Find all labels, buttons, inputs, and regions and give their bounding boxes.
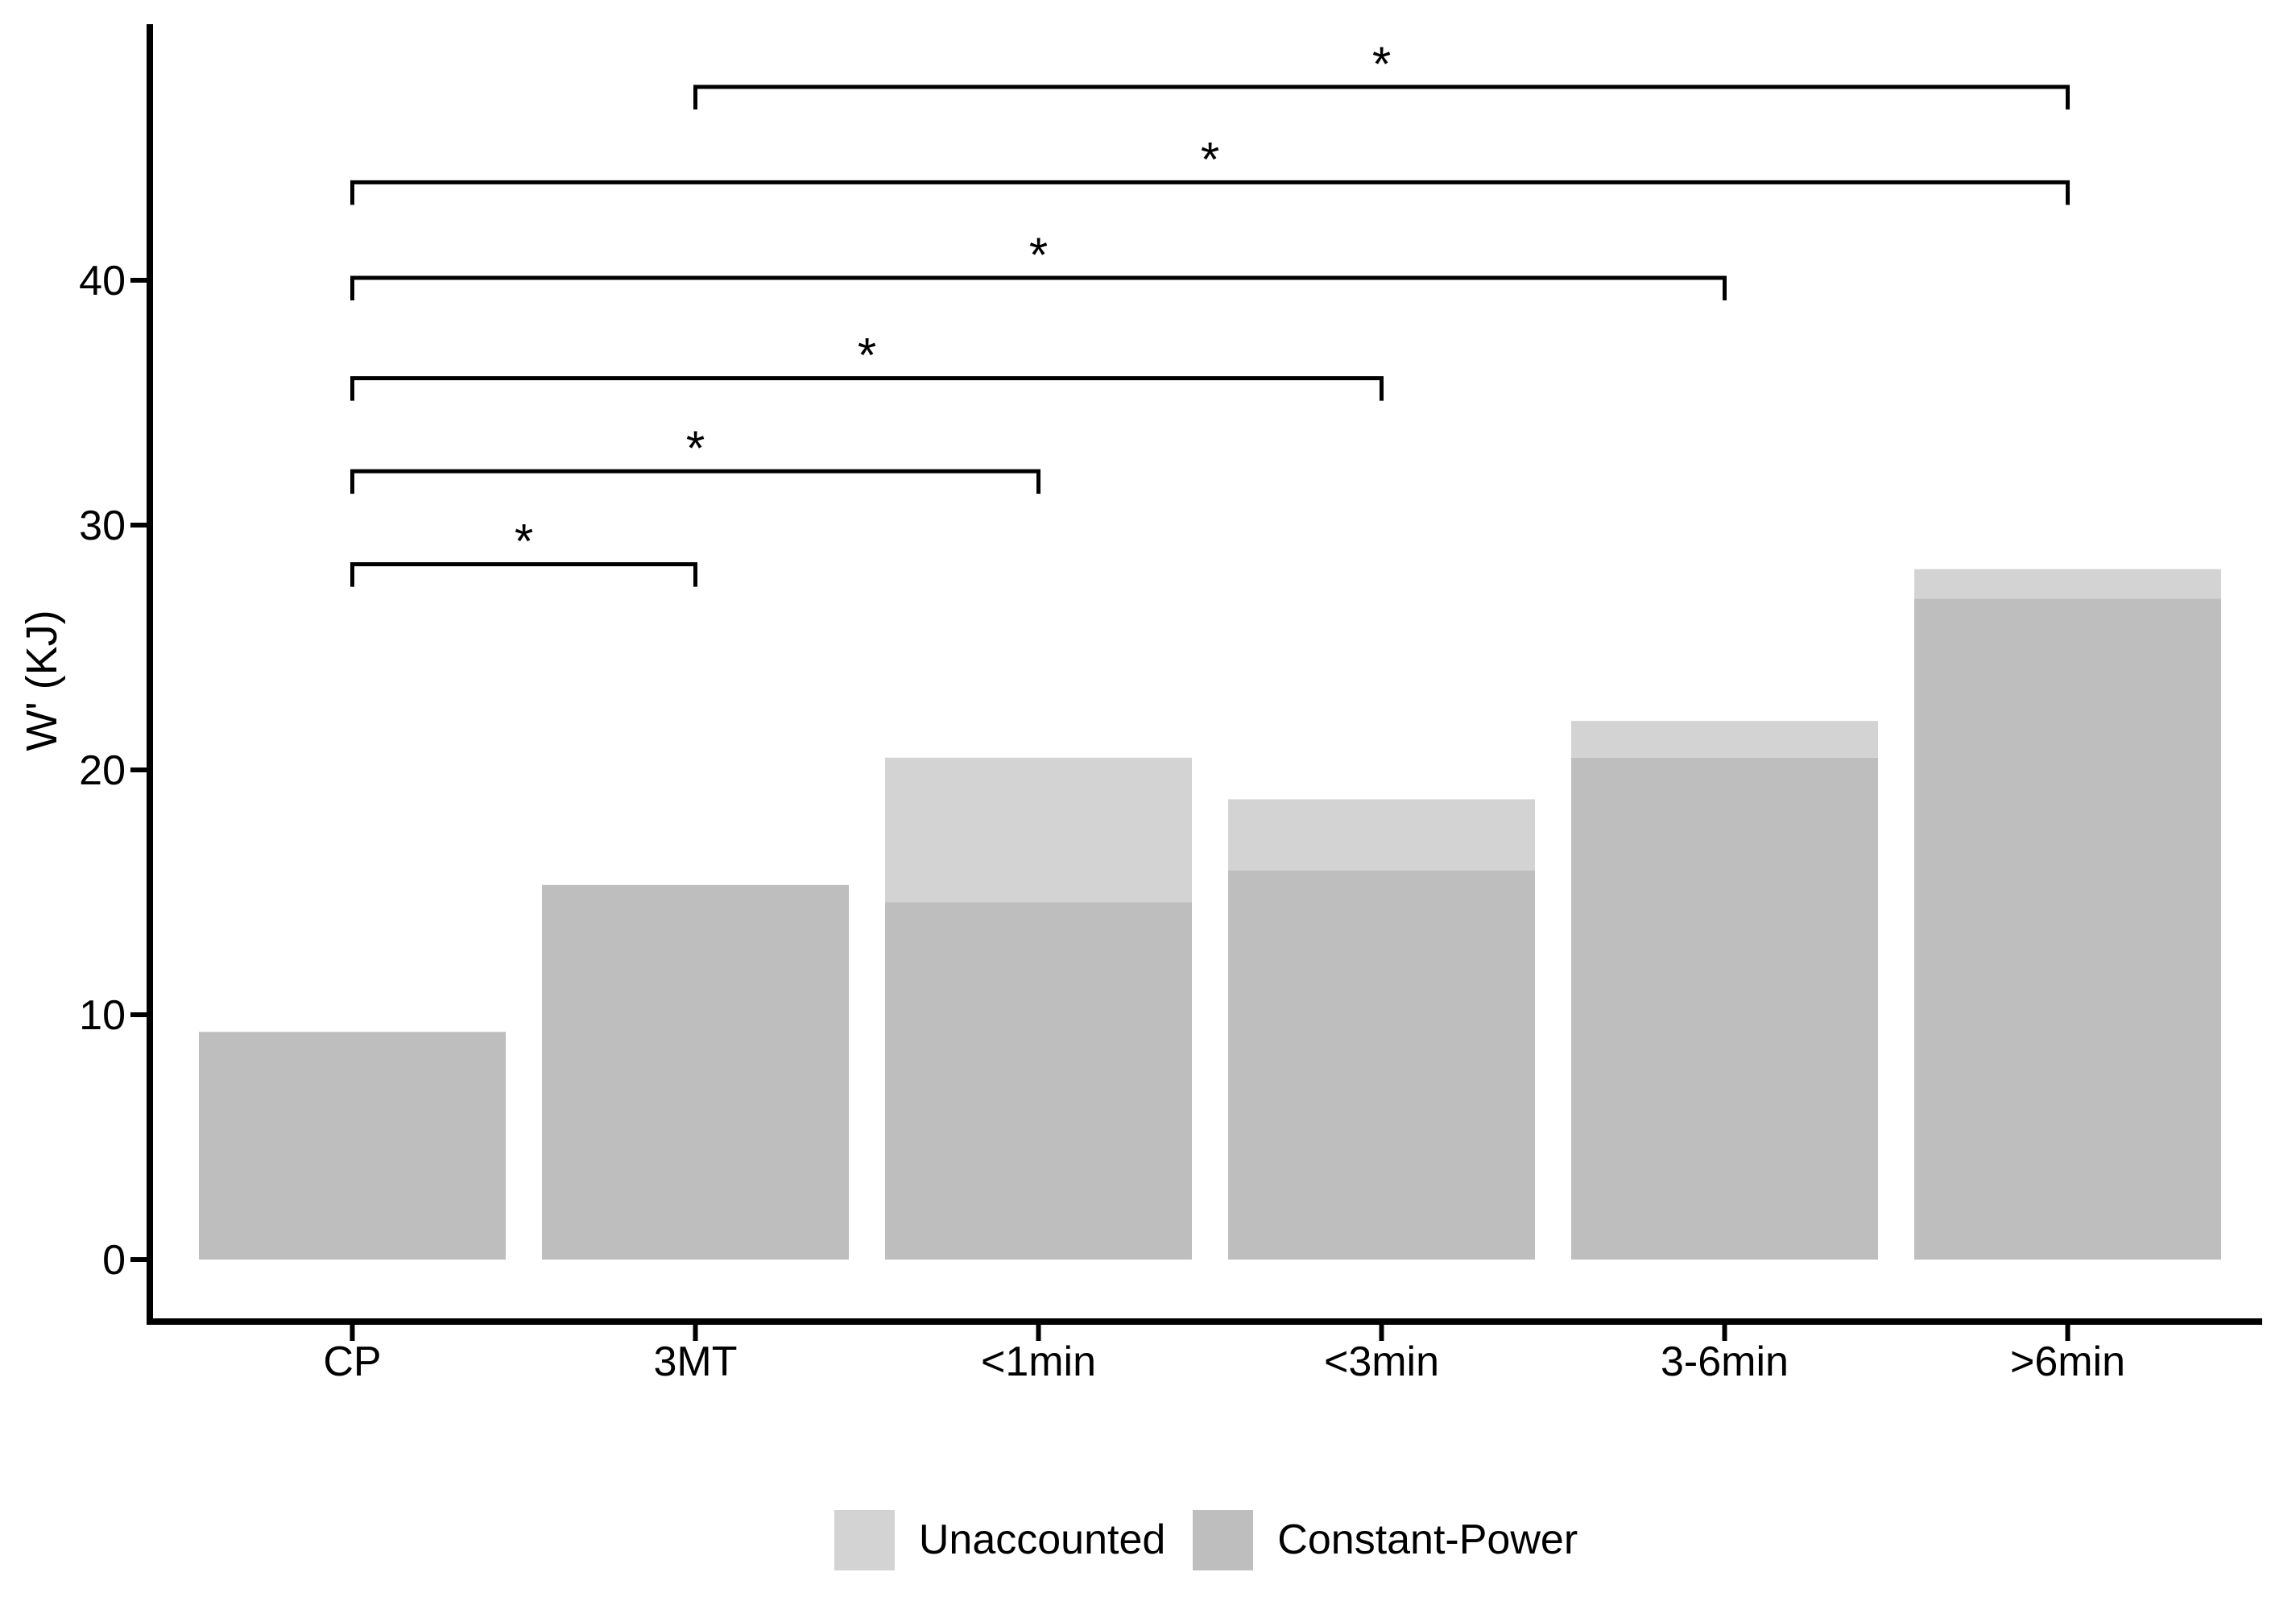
significance-bracket-2	[350, 180, 2070, 205]
y-tick-label-10: 10	[79, 992, 126, 1039]
significance-asterisk-3: *	[1029, 228, 1048, 282]
x-category-label-5: 3-6min	[1661, 1338, 1789, 1385]
bar-segment-unaccounted-5	[1571, 721, 1878, 758]
bar-segment-unaccounted-4	[1228, 799, 1535, 871]
significance-bracket-3	[350, 275, 1727, 300]
x-category-label-6: >6min	[2010, 1338, 2125, 1385]
bar-segment-constant-power-4	[1228, 870, 1535, 1260]
y-tick-label-20: 20	[79, 747, 126, 794]
y-tick-label-30: 30	[79, 503, 126, 549]
y-tick-label-0: 0	[102, 1237, 126, 1284]
bar-segment-constant-power-5	[1571, 757, 1878, 1260]
legend-label-constant-power: Constant-Power	[1277, 1516, 1578, 1563]
legend-swatch-unaccounted	[834, 1509, 895, 1570]
legend-swatch-constant-power	[1193, 1509, 1254, 1570]
bar-segment-constant-power-2	[542, 884, 849, 1260]
significance-asterisk-4: *	[858, 329, 876, 383]
x-category-label-2: 3MT	[654, 1338, 738, 1385]
x-category-label-4: <3min	[1324, 1338, 1439, 1385]
legend-item-constant-power: Constant-Power	[1193, 1509, 1578, 1570]
significance-asterisk-1: *	[1372, 37, 1391, 91]
bar-segment-constant-power-3	[885, 902, 1192, 1260]
legend-item-unaccounted: Unaccounted	[834, 1509, 1166, 1570]
y-axis-title: W' (KJ)	[18, 610, 66, 751]
significance-bracket-5	[350, 469, 1040, 494]
significance-asterisk-2: *	[1201, 132, 1219, 186]
legend: Unaccounted Constant-Power	[150, 1508, 2262, 1572]
significance-bracket-6	[350, 562, 697, 587]
significance-bracket-4	[350, 376, 1384, 401]
bar-segment-constant-power-1	[199, 1032, 506, 1260]
significance-asterisk-6: *	[515, 515, 533, 569]
bar-segment-unaccounted-6	[1914, 569, 2221, 599]
x-category-label-1: CP	[323, 1338, 381, 1385]
x-category-label-3: <1min	[981, 1338, 1096, 1385]
legend-label-unaccounted: Unaccounted	[918, 1516, 1166, 1563]
bar-segment-constant-power-6	[1914, 598, 2221, 1260]
bar-segment-unaccounted-3	[885, 757, 1192, 903]
significance-bracket-1	[693, 85, 2070, 110]
significance-asterisk-5: *	[686, 421, 705, 475]
y-tick-label-40: 40	[79, 258, 126, 304]
